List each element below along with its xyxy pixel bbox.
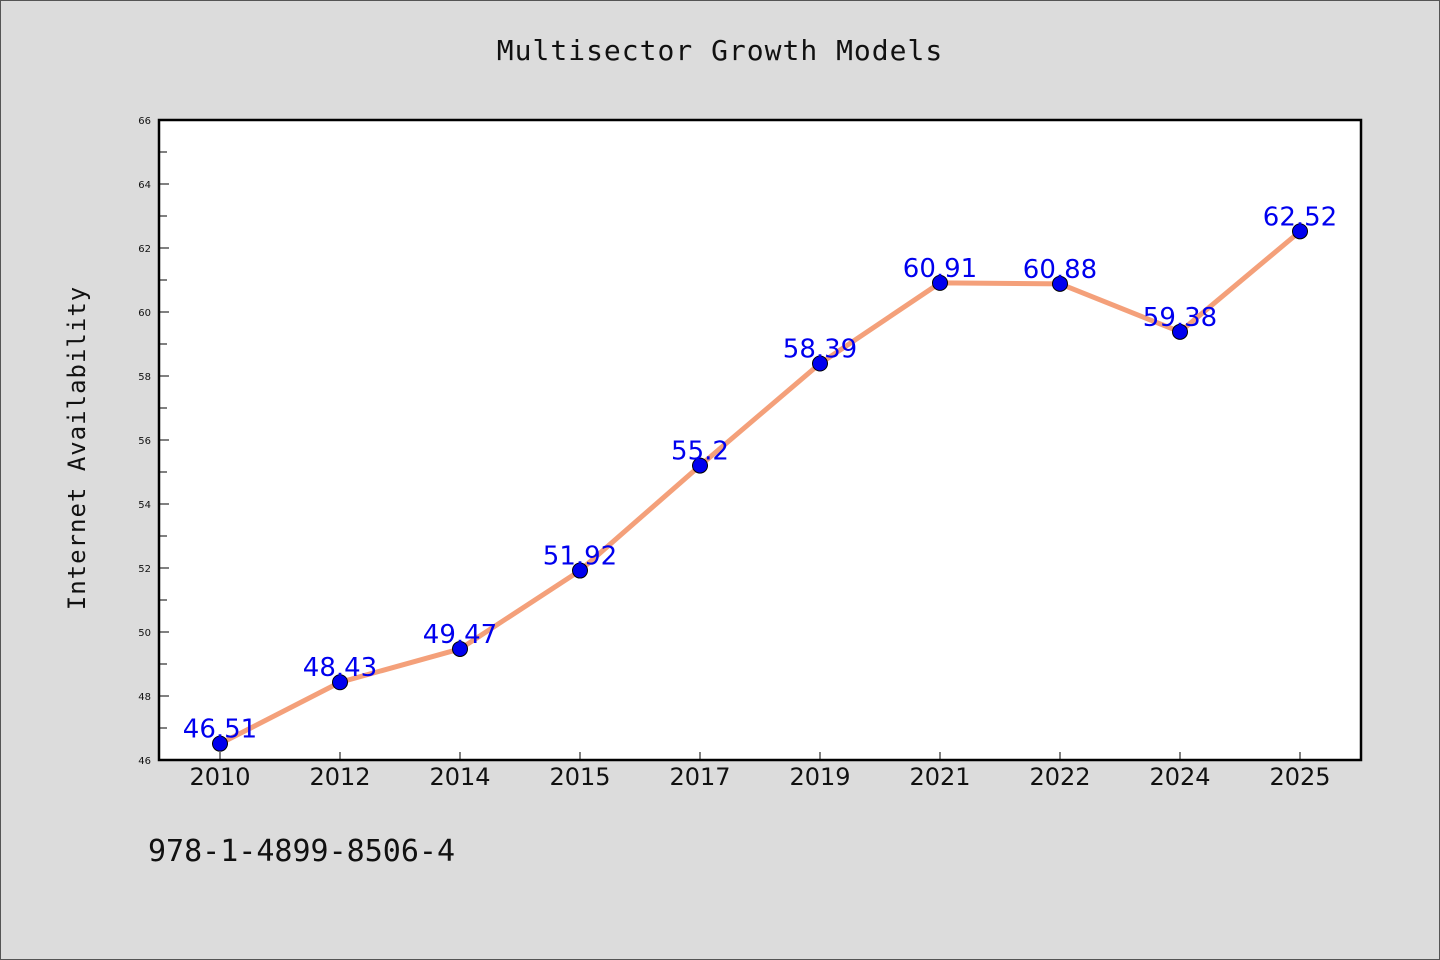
y-tick-label: 62 [138,244,151,255]
series-line [217,228,1303,747]
data-label: 49.47 [423,620,497,650]
y-tick-label: 52 [138,564,151,575]
y-axis: 46 48 50 52 54 56 58 60 62 64 66 [138,116,169,767]
data-label: 51.92 [543,542,617,572]
data-label: 62.52 [1263,202,1337,232]
x-tick-label: 2019 [789,763,850,791]
series-markers [212,223,1308,752]
data-label: 46.51 [183,715,257,745]
data-label: 60.88 [1023,255,1097,285]
data-point [572,562,588,579]
y-tick-label: 64 [138,180,151,191]
y-tick-label: 48 [138,692,151,703]
x-tick-label: 2012 [309,763,370,791]
x-tick-label: 2024 [1149,763,1210,791]
plot-area [157,118,1363,762]
y-tick-label: 58 [138,372,151,383]
data-labels: 46.51 48.43 49.47 51.92 55.2 58.39 60.91 60.88 5… [183,202,1337,744]
x-tick-label: 2021 [909,763,970,791]
data-point [1292,223,1308,240]
x-tick-label: 2022 [1029,763,1090,791]
data-label: 55.2 [671,437,729,467]
x-tick-label: 2025 [1269,763,1330,791]
data-point [692,457,708,474]
data-point [332,674,348,691]
isbn-text: 978-1-4899-8506-4 [148,834,456,869]
y-tick-label: 56 [138,436,151,447]
data-point [452,640,468,657]
y-tick-label: 66 [138,116,151,127]
data-label: 60.91 [903,254,977,284]
data-label: 59.38 [1143,303,1217,333]
x-axis: 2010 2012 2014 2015 2017 2019 2021 2022 2024 2025 [189,752,1331,791]
y-axis-label: Internet Availability [63,286,91,610]
data-point [1052,275,1068,292]
data-label: 58.39 [783,335,857,365]
y-tick-label: 50 [138,628,151,639]
x-tick-label: 2010 [189,763,250,791]
data-point [932,274,948,291]
y-tick-label: 60 [138,308,151,319]
data-point [812,355,828,372]
data-point [1172,323,1188,340]
data-point [212,735,228,752]
x-tick-label: 2015 [549,763,610,791]
chart-title: Multisector Growth Models [496,34,944,67]
y-tick-label: 54 [138,500,151,511]
x-tick-label: 2014 [429,763,490,791]
x-tick-label: 2017 [669,763,730,791]
data-label: 48.43 [303,653,377,683]
y-tick-label: 46 [138,756,151,767]
